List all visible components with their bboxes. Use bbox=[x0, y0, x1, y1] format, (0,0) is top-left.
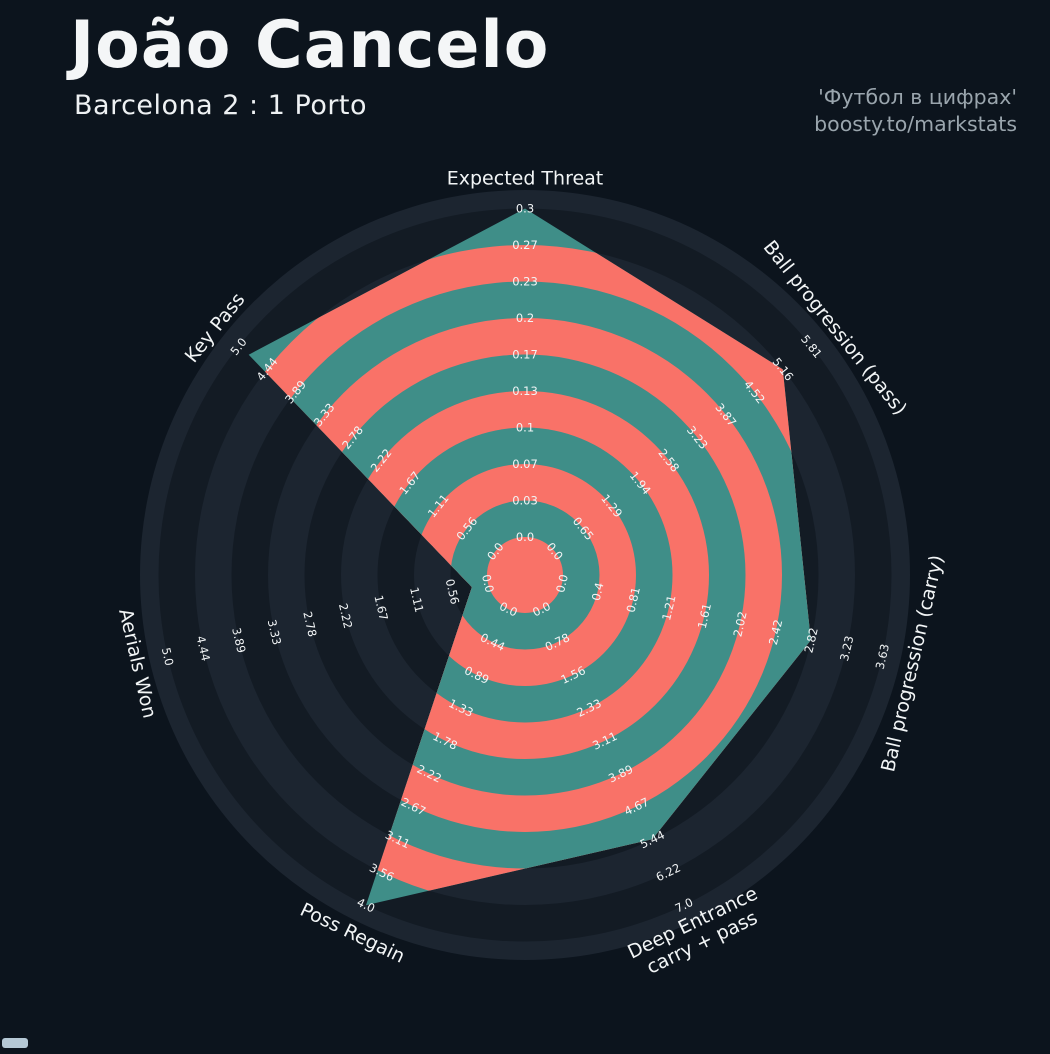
tick-label: 4.44 bbox=[194, 634, 213, 662]
tick-label: 3.63 bbox=[873, 643, 892, 671]
watermark-link: boosty.to/markstats bbox=[814, 112, 1017, 137]
tick-label: 0.1 bbox=[516, 421, 534, 435]
tick-label: 0.27 bbox=[512, 238, 538, 252]
tick-label: 0.81 bbox=[624, 586, 643, 614]
watermark-brand: 'Футбол в цифрах' bbox=[818, 85, 1017, 109]
tick-label: 2.42 bbox=[766, 618, 785, 646]
tick-label: 0.0 bbox=[479, 573, 497, 594]
tick-label: 0.3 bbox=[516, 202, 534, 216]
tick-label: 3.89 bbox=[229, 626, 248, 654]
tick-label: 1.61 bbox=[695, 602, 714, 630]
page-title: João Cancelo bbox=[70, 8, 550, 83]
axis-title: Expected Threat bbox=[447, 168, 604, 190]
tick-label: 1.21 bbox=[659, 594, 678, 622]
tick-label: 5.0 bbox=[159, 646, 177, 667]
tick-label: 0.56 bbox=[443, 578, 462, 606]
tick-label: 2.82 bbox=[801, 626, 820, 654]
tick-label: 0.07 bbox=[512, 457, 538, 471]
axis-ticks: 0.0 0.4 0.81 1.21 1.61 2.02 2.42 2.82 3.23 3.63 bbox=[553, 573, 892, 671]
tick-label: 2.02 bbox=[730, 610, 749, 638]
grid-rings bbox=[248, 245, 811, 905]
tick-label: 0.0 bbox=[553, 573, 571, 594]
tick-label: 0.23 bbox=[512, 275, 538, 289]
tick-label: 1.11 bbox=[407, 586, 426, 614]
tick-label: 0.03 bbox=[512, 494, 538, 508]
tick-label: 0.0 bbox=[516, 530, 534, 544]
tick-label: 2.22 bbox=[336, 602, 355, 630]
corner-logo bbox=[2, 1038, 28, 1048]
match-subtitle: Barcelona 2 : 1 Porto bbox=[74, 90, 368, 121]
grid-ring bbox=[487, 537, 563, 613]
tick-label: 0.17 bbox=[512, 348, 538, 362]
tick-label: 0.4 bbox=[589, 581, 607, 602]
watermark: 'Футбол в цифрах' boosty.to/markstats bbox=[814, 84, 1017, 138]
axis-ticks: 0.0 0.56 1.11 1.67 2.22 2.78 3.33 3.89 4.44 5.0 bbox=[159, 573, 497, 667]
axis-ticks: 0.0 0.03 0.07 0.1 0.13 0.17 0.2 0.23 0.27 0.3 bbox=[512, 202, 538, 545]
tick-label: 0.2 bbox=[516, 311, 534, 325]
tick-label: 1.67 bbox=[371, 594, 390, 622]
tick-label: 0.13 bbox=[512, 384, 538, 398]
tick-label: 2.78 bbox=[300, 610, 319, 638]
tick-label: 3.33 bbox=[265, 618, 284, 646]
tick-label: 3.23 bbox=[837, 634, 856, 662]
